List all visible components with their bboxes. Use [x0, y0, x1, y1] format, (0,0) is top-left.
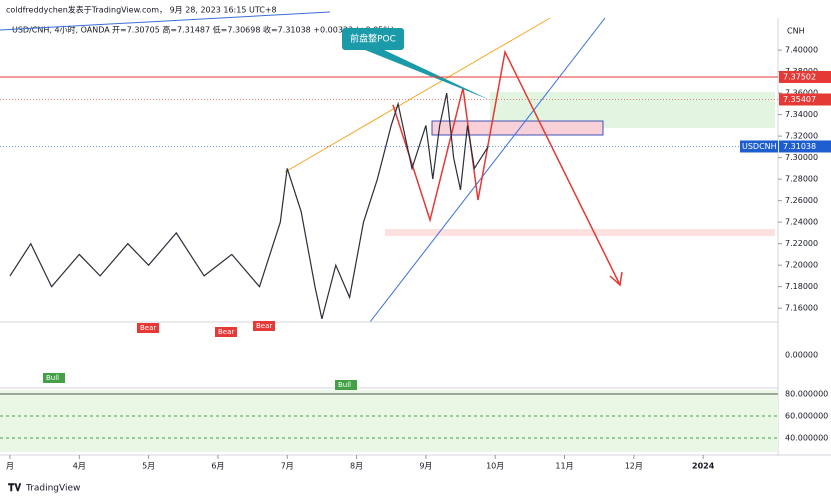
price-line: [9, 92, 489, 320]
symbol-tag: [740, 140, 778, 153]
signal-label: Bull: [338, 381, 351, 389]
arrowhead: [609, 271, 623, 287]
author-line: coldfreddychen发表于TradingView.com， 9月 28,…: [6, 5, 277, 15]
x-tick-label: 10月: [486, 462, 504, 471]
x-tick-label: 5月: [142, 462, 155, 471]
logo: 𝐓𝐕: [8, 482, 21, 494]
box: [431, 120, 604, 136]
x-tick-label: 月: [6, 462, 14, 471]
currency: CNH: [787, 27, 805, 36]
symbol-line: USD/CNH, 4小时, OANDA: [12, 25, 110, 35]
x-tick-label: 7月: [281, 462, 294, 471]
y-tick-label: 7.30000: [785, 153, 818, 162]
y-tick-label: 0.00000: [785, 351, 818, 360]
callout: [342, 28, 404, 50]
signal-badge: [335, 380, 357, 390]
trendline: [369, 17, 606, 323]
price-tag: [779, 70, 831, 83]
signal-label: Bull: [46, 374, 59, 382]
price-tag-label: 7.31038: [783, 142, 816, 151]
x-tick-label: 12月: [625, 462, 643, 471]
signal-badge: [137, 323, 159, 333]
signal-label: Bear: [218, 328, 234, 336]
x-tick-label: 4月: [73, 462, 86, 471]
y-tick-label: 7.16000: [785, 304, 818, 313]
signal-badge: [43, 373, 65, 383]
signal-badge: [215, 327, 237, 337]
y-tick-label: 60.000000: [785, 411, 828, 420]
callout-pointer: [360, 48, 490, 100]
x-tick-label: 2024: [692, 462, 715, 471]
y-tick-label: 7.40000: [785, 46, 818, 55]
footer: TradingView: [25, 484, 80, 494]
rsi-background: [0, 390, 778, 452]
x-tick-label: 8月: [350, 462, 363, 471]
signal-badge: [253, 321, 275, 331]
zone: [385, 229, 775, 236]
signal-label: Bear: [140, 324, 156, 332]
y-tick-label: 40.000000: [785, 434, 828, 443]
price-tag-label: 7.35407: [783, 95, 816, 104]
price-tag-label: 7.37502: [783, 72, 816, 81]
y-tick-label: 7.20000: [785, 261, 818, 270]
y-tick-label: 7.36000: [785, 89, 818, 98]
y-tick-label: 80.000000: [785, 389, 828, 398]
y-tick-label: 7.28000: [785, 175, 818, 184]
y-tick-label: 7.18000: [785, 282, 818, 291]
trendline: [0, 11, 331, 31]
y-tick-label: 7.24000: [785, 218, 818, 227]
x-tick-label: 6月: [211, 462, 224, 471]
y-tick-label: 7.34000: [785, 110, 818, 119]
trendline: [284, 17, 551, 173]
price-tag: [779, 140, 831, 153]
signal-label: Bear: [256, 322, 272, 330]
symbol-tag-label: USDCNH: [742, 142, 777, 151]
callout-text: 前盘整POC: [350, 33, 396, 45]
x-tick-label: 9月: [419, 462, 432, 471]
y-tick-label: 7.22000: [785, 239, 818, 248]
x-tick-label: 11月: [555, 462, 573, 471]
y-tick-label: 7.32000: [785, 132, 818, 141]
y-tick-label: 7.26000: [785, 196, 818, 205]
ohlc: 开=7.30705 高=7.31487 低=7.30698 收=7.31038 …: [112, 25, 394, 35]
price-tag: [779, 93, 831, 106]
